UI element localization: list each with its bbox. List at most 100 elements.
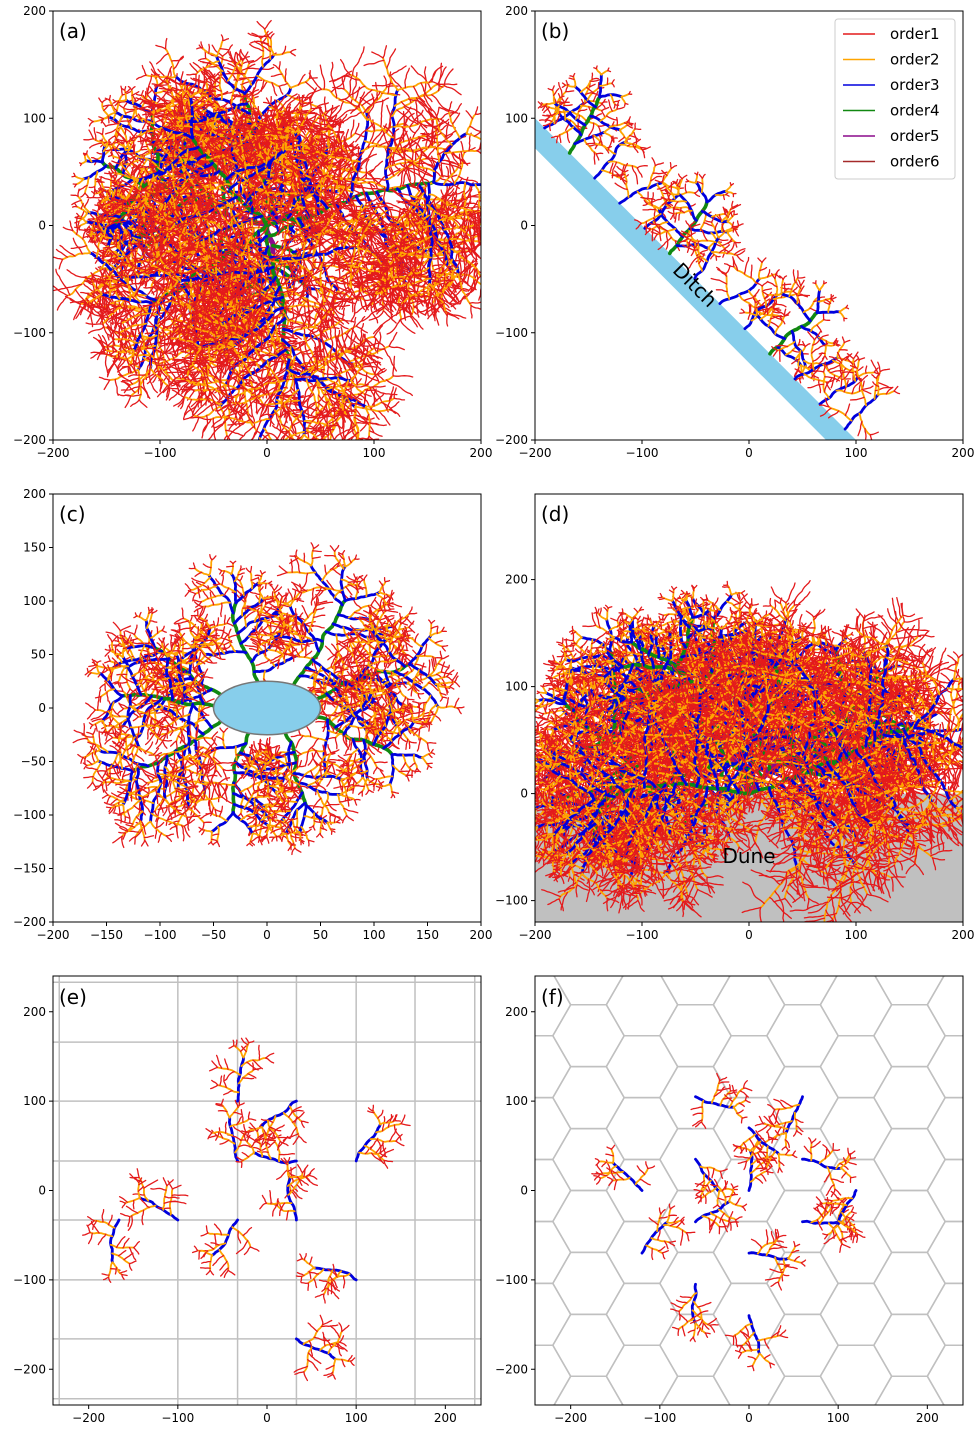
panel-a-trunk-4-order1-stream xyxy=(434,119,445,130)
panel-a-trunk-4-order1-stream xyxy=(450,295,467,308)
panel-a-trunk-0-order1-stream xyxy=(131,91,140,97)
panel-a-trunk-4-order1-stream xyxy=(487,278,521,282)
panel-a-trunk-0-order1-stream xyxy=(90,156,99,161)
panel-a-trunk-5-order1-stream xyxy=(291,264,301,275)
panel-a-trunk-3-order1-stream xyxy=(143,120,164,133)
panel-a-trunk-4-order1-stream xyxy=(377,222,395,226)
panel-a-trunk-5-order1-stream xyxy=(310,309,323,327)
panel-a-trunk-3-order1-stream xyxy=(155,44,167,50)
panel-a-trunk-0-order1-stream xyxy=(107,135,116,141)
panel-a-trunk-4-order1-stream xyxy=(351,297,354,313)
panel-a-trunk-4-order2-stream xyxy=(486,165,517,187)
panel-a-trunk-0-order1-stream xyxy=(120,87,126,91)
panel-a-trunk-3-order1-stream xyxy=(297,73,306,86)
panel-a-trunk-4-order1-stream xyxy=(473,130,481,137)
panel-a-trunk-4-order1-stream xyxy=(456,209,474,240)
panel-a-trunk-4-order1-stream xyxy=(423,124,439,128)
panel-a-trunk-4-order1-stream xyxy=(509,186,520,191)
panel-a-trunk-0-order1-stream xyxy=(135,93,143,97)
panel-a-trunk-4-order1-stream xyxy=(412,85,426,103)
panel-a-trunk-5-order1-stream xyxy=(272,241,285,258)
panel-a-trunk-3-order1-stream xyxy=(226,70,238,82)
panel-a-trunk-0-order2-stream xyxy=(153,75,159,87)
panel-a-trunk-3-order1-stream xyxy=(248,43,264,52)
panel-a-trunk-4-order1-stream xyxy=(460,259,475,275)
panel-a-trunk-4-order1-stream xyxy=(453,258,466,293)
panel-a-trunk-4-order2-stream xyxy=(493,190,514,192)
panel-a-trunk-0-order1-stream xyxy=(77,221,80,227)
panel-a-trunk-0-order1-stream xyxy=(87,217,95,220)
panel-a-trunk-4-order1-stream xyxy=(388,65,407,77)
panel-a-trunk-4-order1-stream xyxy=(370,304,379,324)
panel-a-trunk-4-order2-stream xyxy=(321,210,377,235)
panel-a-trunk-4-order1-stream xyxy=(290,152,318,163)
panel-a-trunk-0-order1-stream xyxy=(121,91,132,96)
panel-a-trunk-4-order1-stream xyxy=(346,186,363,196)
panel-a-trunk-2-order1-stream xyxy=(295,248,299,252)
panel-a-trunk-4-order1-stream xyxy=(368,310,385,321)
panel-a-trunk-4-order2-stream xyxy=(326,123,358,173)
panel-a-trunk-4-order1-stream xyxy=(401,126,414,153)
panel-a-trunk-3-order2-stream xyxy=(226,58,242,82)
panel-a-trunk-4-order1-stream xyxy=(343,139,354,156)
panel-a-trunk-4-order1-stream xyxy=(386,319,402,335)
panel-a-trunk-0-order2-stream xyxy=(85,153,93,163)
panel-a-trunk-0-order1-stream xyxy=(82,153,86,156)
panel-a-trunk-0-order1-stream xyxy=(105,250,110,256)
panel-a-trunk-3-order1-stream xyxy=(239,50,242,61)
panel-a-trunk-2-order2-stream xyxy=(294,229,298,237)
panel-a-trunk-3-order1-stream xyxy=(151,83,169,86)
panel-a-trunk-3-order1-stream xyxy=(229,56,243,67)
panel-a-trunk-3-order1-stream xyxy=(173,91,189,100)
panel-a-trunk-4-order1-stream xyxy=(426,201,444,235)
panel-a-trunk-4-order1-stream xyxy=(390,241,394,260)
panel-a-trunk-3-order1-stream xyxy=(211,44,224,57)
panel-a-trunk-3-order1-stream xyxy=(142,95,162,111)
panel-a-trunk-4-order1-stream xyxy=(348,213,381,231)
panel-a-trunk-4-order1-stream xyxy=(359,291,368,307)
panel-a-trunk-0-order2-stream xyxy=(145,140,152,154)
panel-a-trunk-5-order1-stream xyxy=(216,256,230,262)
panel-a-trunk-4-order1-stream xyxy=(468,262,479,276)
panel-a-trunk-0-order1-stream xyxy=(97,219,106,224)
panel-a-trunk-2-order1-stream xyxy=(286,301,289,304)
panel-a-trunk-4-order1-stream xyxy=(451,112,461,125)
panel-a-trunk-5-order1-stream xyxy=(217,162,228,175)
panel-a-trunk-0-order2-stream xyxy=(112,94,124,120)
panel-a-trunk-4-order1-stream xyxy=(469,233,481,237)
panel-a-trunk-0-order1-stream xyxy=(112,100,117,104)
panel-a-trunk-4-order1-stream xyxy=(307,112,322,117)
panel-a-trunk-4-order1-stream xyxy=(439,177,460,190)
panel-a-trunk-4-order1-stream xyxy=(388,301,402,305)
panel-a-trunk-3-order1-stream xyxy=(157,110,172,118)
panel-a-trunk-4-order1-stream xyxy=(492,211,499,248)
panel-a-trunk-3-order1-stream xyxy=(148,101,172,108)
panel-a-trunk-4-order1-stream xyxy=(443,85,462,96)
panel-a-trunk-4-order1-stream xyxy=(470,210,477,248)
panel-a-trunk-5-order1-stream xyxy=(264,210,280,225)
panel-a-trunk-4-order1-stream xyxy=(264,113,282,118)
panel-a-trunk-4-order1-stream xyxy=(469,125,481,133)
panel-a-trunk-4-order1-stream xyxy=(376,285,400,315)
panel-a-trunk-3-order1-stream xyxy=(284,68,287,83)
panel-a-trunk-4-order1-stream xyxy=(397,161,414,177)
panel-a-trunk-4-order1-stream xyxy=(276,205,298,222)
panel-a-trunk-0-order1-stream xyxy=(80,192,86,198)
panel-a-trunk-0-order1-stream xyxy=(71,175,76,178)
panel-a-trunk-0-order2-stream xyxy=(78,215,88,224)
panel-a-trunk-3-order1-stream xyxy=(219,47,230,51)
panel-a-trunk-0-order2-stream xyxy=(101,140,106,147)
panel-a-trunk-4-order1-stream xyxy=(267,112,276,130)
panel-a-trunk-4-order1-stream xyxy=(437,62,443,92)
panel-a-trunk-4-order1-stream xyxy=(495,198,506,202)
panel-a-trunk-4-order1-stream xyxy=(359,96,373,107)
panel-a-trunk-3-order1-stream xyxy=(272,64,280,70)
panel-a-trunk-0-order1-stream xyxy=(94,178,105,183)
panel-a-trunk-4-order2-stream xyxy=(426,204,472,237)
panel-a-trunk-0-order2-stream xyxy=(114,115,124,137)
panel-a-trunk-4-order1-stream xyxy=(311,155,329,179)
panel-a-trunk-3-order1-stream xyxy=(149,85,171,106)
panel-a-trunk-4-order1-stream xyxy=(279,177,291,194)
panel-a-trunk-0-order2-stream xyxy=(123,89,127,101)
panel-a-trunk-5-order1-stream xyxy=(300,275,314,297)
